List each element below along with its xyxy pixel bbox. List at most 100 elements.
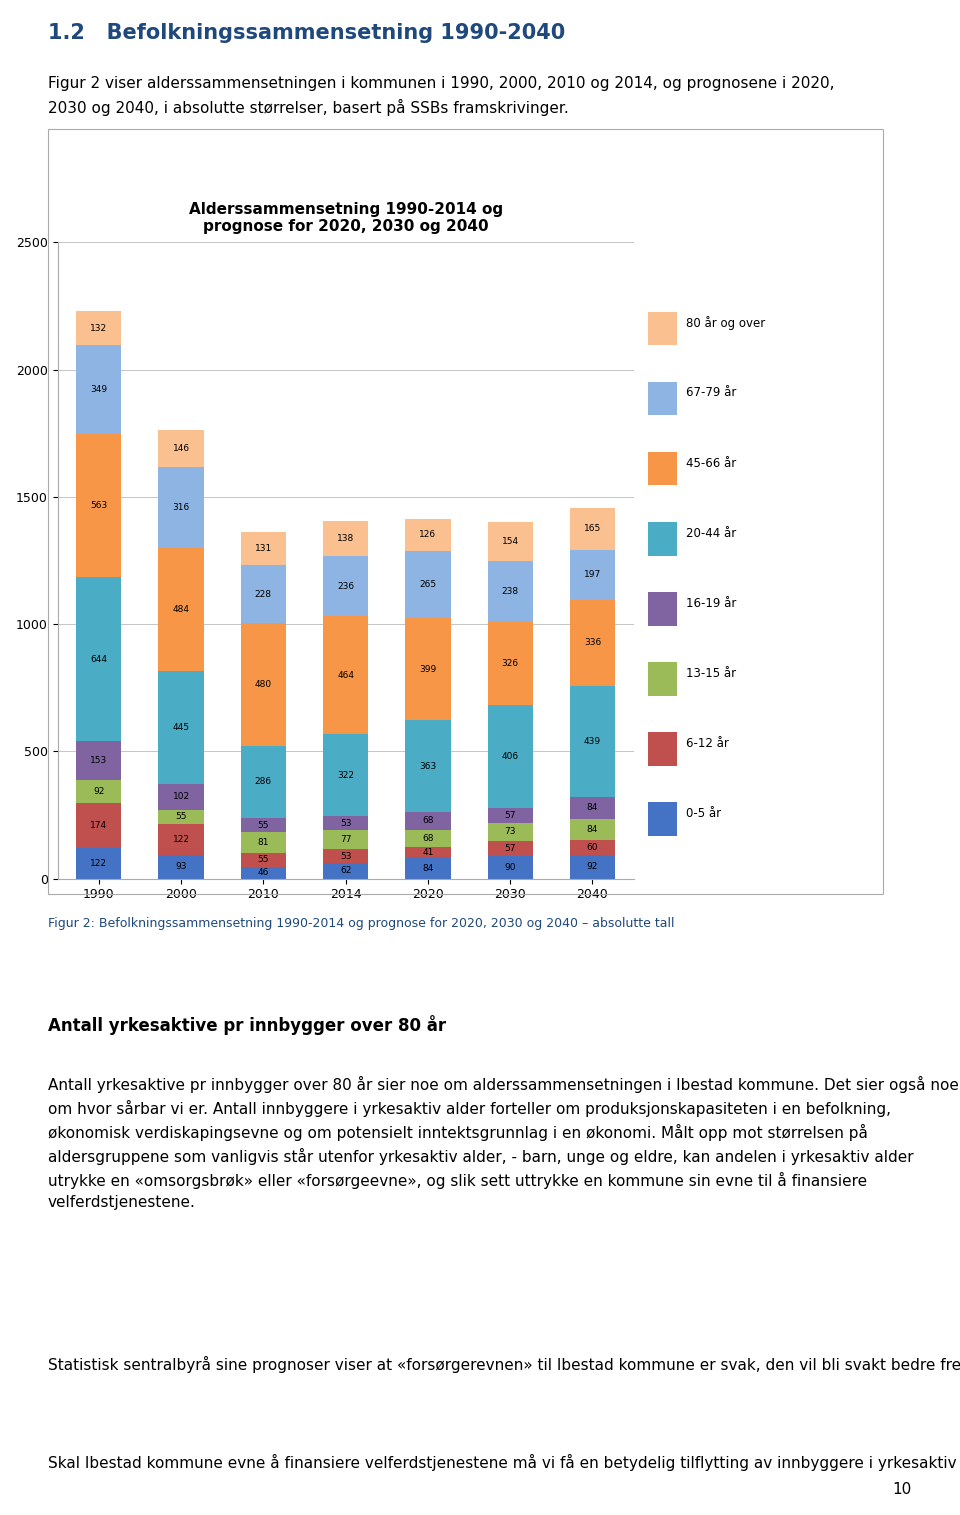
Text: 363: 363 (420, 762, 437, 771)
Bar (241, 853, 286, 867)
Text: 0-5 år: 0-5 år (686, 807, 722, 820)
Text: 46: 46 (257, 868, 269, 877)
Text: 84: 84 (587, 824, 598, 833)
Bar (158, 430, 204, 467)
Bar (323, 617, 369, 735)
Bar (405, 847, 450, 857)
Text: 90: 90 (504, 862, 516, 871)
Text: 326: 326 (502, 659, 518, 668)
Text: 122: 122 (90, 859, 108, 868)
Text: 55: 55 (257, 821, 269, 830)
Bar (405, 720, 450, 812)
Text: 126: 126 (420, 530, 437, 539)
Bar (76, 577, 121, 741)
Text: 102: 102 (173, 792, 189, 801)
Text: 73: 73 (504, 827, 516, 836)
Bar (241, 818, 286, 832)
Text: Antall yrkesaktive pr innbygger over 80 år sier noe om alderssammensetningen i I: Antall yrkesaktive pr innbygger over 80 … (48, 1076, 959, 1210)
Text: 484: 484 (173, 604, 189, 614)
Bar (323, 556, 369, 617)
Text: 165: 165 (584, 524, 601, 533)
Bar (405, 551, 450, 618)
Text: Figur 2 viser alderssammensetningen i kommunen i 1990, 2000, 2010 og 2014, og pr: Figur 2 viser alderssammensetningen i ko… (48, 76, 834, 117)
Bar (76, 433, 121, 577)
Text: 197: 197 (584, 571, 601, 579)
Text: 154: 154 (502, 538, 518, 547)
Text: 644: 644 (90, 654, 108, 664)
Bar (488, 621, 533, 704)
Bar (570, 856, 615, 879)
Text: 53: 53 (340, 818, 351, 827)
Text: 1.2   Befolkningssammensetning 1990-2040: 1.2 Befolkningssammensetning 1990-2040 (48, 23, 565, 42)
Bar (158, 811, 204, 824)
Text: 406: 406 (502, 751, 518, 761)
Text: 16-19 år: 16-19 år (686, 597, 736, 609)
Bar (405, 518, 450, 551)
FancyBboxPatch shape (648, 312, 677, 345)
Bar (158, 467, 204, 547)
Bar (488, 856, 533, 879)
Bar (241, 832, 286, 853)
Bar (241, 565, 286, 623)
Text: 322: 322 (337, 771, 354, 780)
Text: 92: 92 (587, 862, 598, 871)
Bar (405, 618, 450, 720)
Bar (76, 741, 121, 780)
Title: Alderssammensetning 1990-2014 og
prognose for 2020, 2030 og 2040: Alderssammensetning 1990-2014 og prognos… (188, 201, 503, 235)
Text: 238: 238 (502, 588, 518, 595)
Text: 480: 480 (254, 680, 272, 689)
Text: 6-12 år: 6-12 år (686, 736, 730, 750)
Text: 45-66 år: 45-66 år (686, 456, 736, 470)
Bar (76, 780, 121, 803)
Bar (158, 785, 204, 811)
Text: 228: 228 (254, 589, 272, 598)
Bar (570, 685, 615, 797)
Bar (570, 508, 615, 550)
Text: 41: 41 (422, 847, 434, 856)
Text: 57: 57 (504, 844, 516, 853)
Text: 84: 84 (587, 803, 598, 812)
Text: 84: 84 (422, 864, 434, 873)
Text: 153: 153 (90, 756, 108, 765)
Text: 68: 68 (422, 817, 434, 826)
Bar (488, 523, 533, 562)
Bar (488, 704, 533, 807)
Bar (405, 812, 450, 830)
Bar (570, 797, 615, 818)
Bar (570, 839, 615, 856)
Bar (323, 850, 369, 864)
Text: Statistisk sentralbyrå sine prognoser viser at «forsørgerevnen» til Ibestad komm: Statistisk sentralbyrå sine prognoser vi… (48, 1356, 960, 1373)
Text: 439: 439 (584, 736, 601, 745)
Bar (76, 345, 121, 433)
Bar (323, 864, 369, 879)
Bar (488, 562, 533, 621)
Text: Antall yrkesaktive pr innbygger over 80 år: Antall yrkesaktive pr innbygger over 80 … (48, 1015, 446, 1035)
FancyBboxPatch shape (648, 732, 677, 765)
FancyBboxPatch shape (648, 451, 677, 485)
Text: 93: 93 (176, 862, 187, 871)
Bar (241, 867, 286, 879)
Bar (488, 823, 533, 841)
Text: Figur 2: Befolkningssammensetning 1990-2014 og prognose for 2020, 2030 og 2040 –: Figur 2: Befolkningssammensetning 1990-2… (48, 917, 675, 930)
Text: 563: 563 (90, 501, 108, 511)
Text: 336: 336 (584, 638, 601, 647)
Text: 236: 236 (337, 582, 354, 591)
Text: 20-44 år: 20-44 år (686, 527, 736, 539)
Text: 286: 286 (254, 777, 272, 786)
FancyBboxPatch shape (648, 592, 677, 626)
Text: 464: 464 (337, 671, 354, 680)
Text: 92: 92 (93, 788, 105, 797)
FancyBboxPatch shape (648, 382, 677, 415)
Bar (570, 818, 615, 839)
Bar (76, 312, 121, 345)
Text: 60: 60 (587, 844, 598, 851)
Text: 445: 445 (173, 723, 189, 732)
Text: 80 år og over: 80 år og over (686, 317, 766, 330)
Text: 10: 10 (893, 1482, 912, 1497)
Bar (323, 830, 369, 850)
FancyBboxPatch shape (648, 521, 677, 556)
Bar (323, 735, 369, 817)
Text: 399: 399 (420, 665, 437, 674)
Bar (158, 547, 204, 671)
Text: 77: 77 (340, 835, 351, 844)
